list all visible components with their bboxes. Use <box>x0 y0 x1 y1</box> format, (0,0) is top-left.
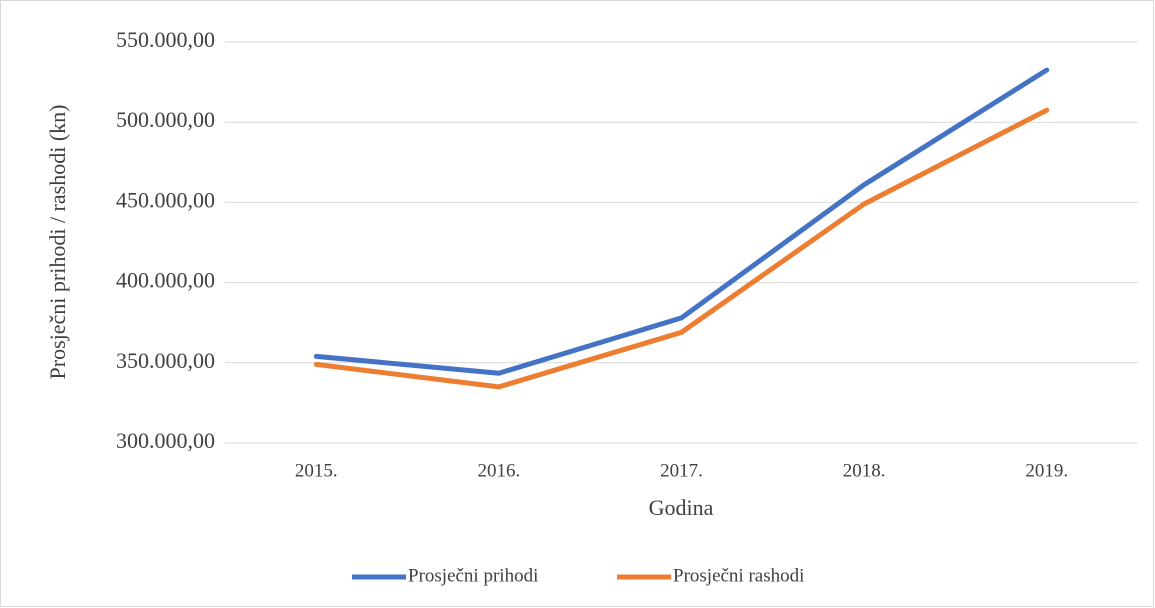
x-tick-label: 2017. <box>660 460 703 481</box>
x-tick-label: 2015. <box>295 460 338 481</box>
legend-label: Prosječni rashodi <box>673 565 804 586</box>
y-axis-title: Prosječni prihodi / rashodi (kn) <box>45 105 70 380</box>
x-tick-label: 2016. <box>478 460 521 481</box>
x-axis-title: Godina <box>649 495 714 520</box>
y-tick-label: 450.000,00 <box>116 187 215 212</box>
x-tick-label: 2019. <box>1025 460 1068 481</box>
y-tick-label: 300.000,00 <box>116 428 215 453</box>
line-series <box>313 67 1050 376</box>
line-series <box>313 107 1050 390</box>
y-tick-label: 400.000,00 <box>116 268 215 293</box>
legend-label: Prosječni prihodi <box>408 565 538 586</box>
y-tick-label: 550.000,00 <box>116 27 215 52</box>
y-tick-label: 500.000,00 <box>116 107 215 132</box>
x-tick-label: 2018. <box>843 460 886 481</box>
y-tick-label: 350.000,00 <box>116 348 215 373</box>
